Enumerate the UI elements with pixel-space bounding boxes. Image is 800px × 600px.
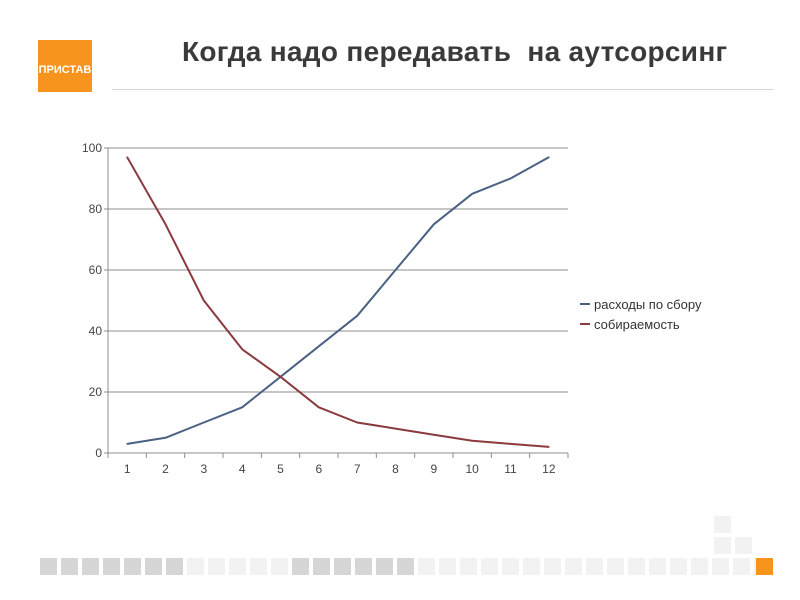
gridlines: [108, 147, 568, 393]
decor-square: [145, 558, 162, 575]
data-point: [126, 156, 128, 158]
data-point: [509, 177, 512, 180]
decor-square: [586, 558, 603, 575]
slide-title: Когда надо передавать на аутсорсинг: [182, 36, 728, 67]
series-line-0: [127, 156, 550, 445]
decor-square: [166, 558, 183, 575]
y-tick-label: 60: [89, 263, 103, 277]
decor-square: [40, 558, 57, 575]
decor-square: [714, 537, 731, 554]
x-tick-label: 1: [124, 462, 131, 476]
data-point: [318, 345, 320, 348]
data-point: [318, 406, 320, 409]
decor-square: [756, 558, 773, 575]
y-tick-label: 80: [89, 202, 103, 216]
data-point: [509, 443, 512, 445]
data-point: [241, 348, 243, 351]
decor-square: [649, 558, 666, 575]
data-point: [356, 314, 358, 317]
decor-square: [481, 558, 498, 575]
decor-square: [544, 558, 561, 575]
decor-square: [607, 558, 624, 575]
x-tick-label: 9: [430, 462, 437, 476]
decor-square: [439, 558, 456, 575]
data-point: [548, 446, 550, 448]
data-point: [164, 223, 167, 226]
data-point: [394, 427, 397, 430]
decor-square: [714, 516, 731, 533]
decor-square: [565, 558, 582, 575]
decor-square: [355, 558, 372, 575]
title-divider: [112, 89, 774, 90]
data-point: [433, 433, 435, 436]
decor-square: [397, 558, 414, 575]
decor-square: [691, 558, 708, 575]
decor-square: [61, 558, 78, 575]
decor-square: [376, 558, 393, 575]
decor-square: [735, 537, 752, 554]
x-tick-label: 4: [239, 462, 246, 476]
axes: [104, 147, 569, 458]
x-tick-label: 5: [277, 462, 284, 476]
data-point: [471, 192, 473, 195]
x-tick-label: 8: [392, 462, 399, 476]
series-lines: [126, 156, 550, 448]
y-tick-label: 40: [89, 324, 103, 338]
x-tick-label: 6: [315, 462, 322, 476]
x-tick-label: 7: [354, 462, 361, 476]
legend-label-costs: расходы по сбору: [594, 296, 702, 312]
legend-item-costs: расходы по сбору: [580, 294, 701, 314]
x-tick-label: 12: [542, 462, 556, 476]
data-point: [471, 440, 473, 442]
data-point: [203, 421, 205, 424]
y-tick-labels: 0 20 40 60 80 100: [82, 141, 102, 460]
decor-square: [712, 558, 729, 575]
decor-square: [523, 558, 540, 575]
y-tick-label: 0: [95, 446, 102, 460]
data-point: [548, 156, 550, 158]
decor-square: [460, 558, 477, 575]
decor-square: [334, 558, 351, 575]
decor-square: [229, 558, 246, 575]
legend-item-collection: собираемость: [580, 314, 701, 334]
decor-square: [418, 558, 435, 575]
data-point: [126, 443, 128, 445]
decor-square: [103, 558, 120, 575]
decor-square: [313, 558, 330, 575]
decor-square: [670, 558, 687, 575]
decor-square: [187, 558, 204, 575]
series-line-1: [126, 156, 549, 448]
chart-legend: расходы по сбору собираемость: [580, 294, 701, 334]
x-tick-labels: 1 2 3 4 5 6 7 8 9 10 11 12: [124, 462, 556, 476]
decor-square: [250, 558, 267, 575]
data-point: [279, 375, 282, 378]
data-point: [164, 436, 167, 439]
y-tick-label: 20: [89, 385, 103, 399]
decor-square: [628, 558, 645, 575]
x-tick-label: 2: [162, 462, 169, 476]
pristav-logo: ПРИСТАВ: [38, 40, 92, 92]
decor-square: [82, 558, 99, 575]
decor-square: [502, 558, 519, 575]
legend-label-collection: собираемость: [594, 316, 680, 332]
data-point: [203, 299, 205, 302]
legend-swatch-costs: [580, 303, 590, 305]
decor-square: [733, 558, 750, 575]
legend-swatch-collection: [580, 323, 590, 325]
logo-text: ПРИСТАВ: [38, 64, 92, 76]
decor-square: [208, 558, 225, 575]
decor-square: [292, 558, 309, 575]
x-tick-label: 11: [504, 462, 517, 476]
y-tick-label: 100: [82, 141, 102, 155]
x-tick-label: 3: [200, 462, 207, 476]
decor-square: [271, 558, 288, 575]
x-tick-label: 10: [465, 462, 479, 476]
decor-square: [124, 558, 141, 575]
data-point: [394, 269, 397, 271]
data-point: [241, 406, 243, 409]
data-point: [356, 421, 358, 424]
data-point: [433, 223, 435, 226]
